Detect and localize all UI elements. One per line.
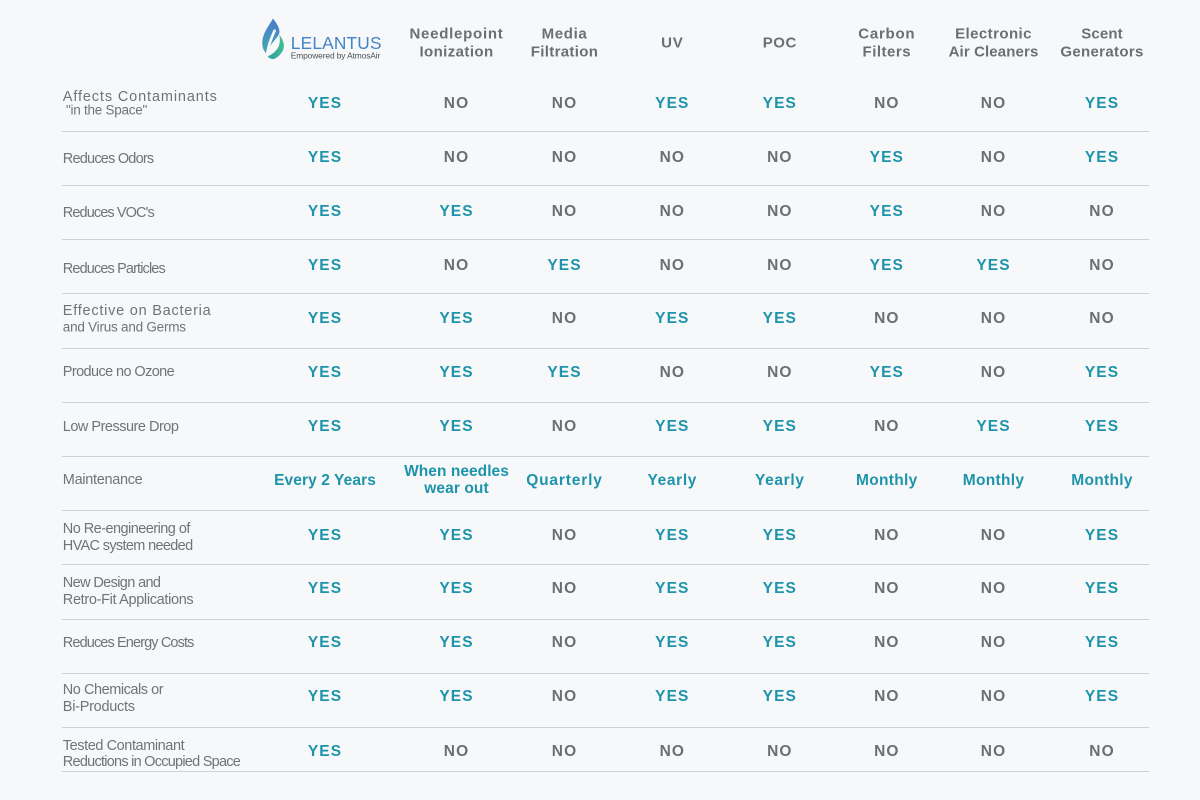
svg-text:LELANTUS: LELANTUS bbox=[291, 33, 382, 53]
svg-text:Empowered by AtmosAir: Empowered by AtmosAir bbox=[291, 50, 381, 60]
